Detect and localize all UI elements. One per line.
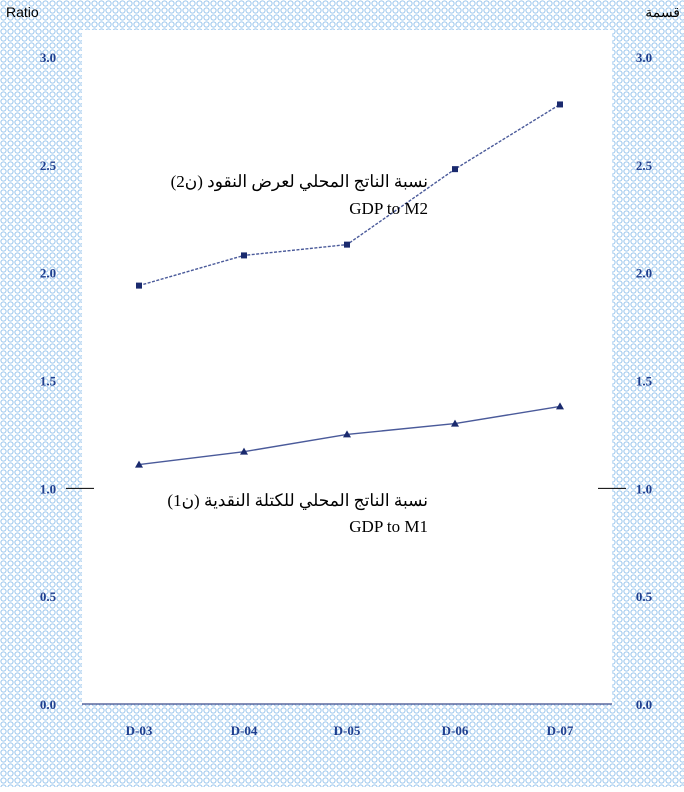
y-tick-label-right: 2.0: [636, 266, 652, 281]
series-label-ar-m2: نسبة الناتج المحلي لعرض النقود (ن2): [171, 172, 428, 192]
data-point-square: [344, 241, 350, 248]
y-tick-label-left: 1.0: [40, 481, 56, 496]
right-unit-label: قسمة: [645, 4, 680, 20]
x-tick-label: D-07: [547, 723, 574, 738]
y-tick-label-left: 0.5: [40, 589, 57, 604]
series-label-ar-m1: نسبة الناتج المحلي للكتلة النقدية (ن1): [167, 491, 428, 511]
y-tick-label-right: 2.5: [636, 158, 653, 173]
series-label-en-m2: GDP to M2: [349, 199, 428, 218]
y-tick-label-left: 0.0: [40, 697, 56, 712]
data-point-square: [136, 282, 142, 289]
left-unit-label: Ratio: [6, 4, 39, 20]
data-point-triangle: [556, 402, 564, 410]
y-tick-label-left: 3.0: [40, 50, 56, 65]
y-tick-label-right: 1.5: [636, 374, 653, 389]
data-point-square: [241, 252, 247, 259]
y-tick-label-left: 2.0: [40, 266, 56, 281]
data-point-triangle: [343, 430, 351, 438]
y-tick-label-right: 3.0: [636, 50, 652, 65]
x-tick-label: D-03: [126, 723, 153, 738]
data-point-square: [557, 101, 563, 108]
plot-area: [82, 30, 612, 704]
data-point-triangle: [240, 447, 248, 455]
y-tick-label-right: 0.0: [636, 697, 652, 712]
x-tick-label: D-06: [442, 723, 469, 738]
data-point-triangle: [451, 419, 459, 427]
x-tick-label: D-05: [334, 723, 361, 738]
data-point-square: [452, 166, 458, 173]
y-tick-label-right: 0.5: [636, 589, 653, 604]
x-tick-label: D-04: [231, 723, 258, 738]
y-tick-label-left: 1.5: [40, 374, 57, 389]
y-tick-label-right: 1.0: [636, 481, 652, 496]
series-label-en-m1: GDP to M1: [349, 517, 428, 536]
data-point-triangle: [135, 460, 143, 468]
y-tick-label-left: 2.5: [40, 158, 57, 173]
